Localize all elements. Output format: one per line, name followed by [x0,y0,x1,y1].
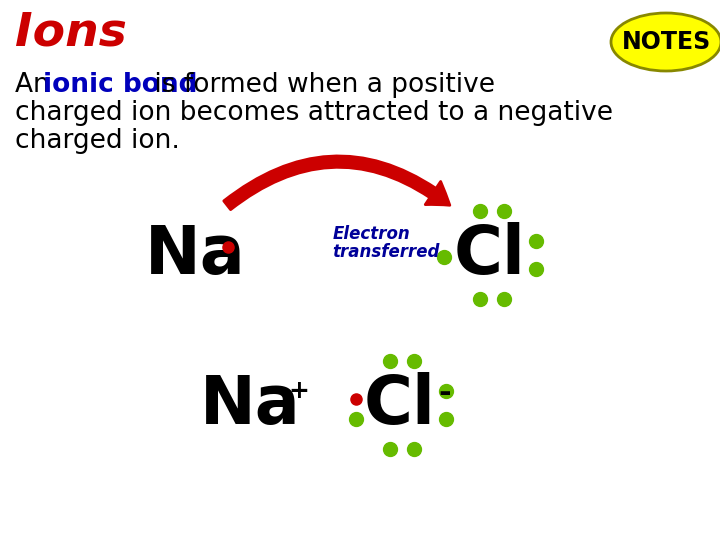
FancyArrowPatch shape [224,156,450,210]
Text: Ions: Ions [15,10,127,55]
Text: Electron: Electron [333,225,410,243]
Text: is formed when a positive: is formed when a positive [146,72,495,98]
Text: Cl: Cl [454,222,526,288]
Text: +: + [288,379,309,403]
Text: Na: Na [199,372,300,438]
Text: charged ion.: charged ion. [15,128,180,154]
Text: An: An [15,72,58,98]
Text: charged ion becomes attracted to a negative: charged ion becomes attracted to a negat… [15,100,613,126]
Text: Cl: Cl [364,372,436,438]
Text: ionic bond: ionic bond [43,72,197,98]
Ellipse shape [611,13,720,71]
Text: NOTES: NOTES [621,30,711,54]
Text: transferred: transferred [333,243,440,261]
Text: -: - [438,379,451,408]
Text: Na: Na [145,222,246,288]
